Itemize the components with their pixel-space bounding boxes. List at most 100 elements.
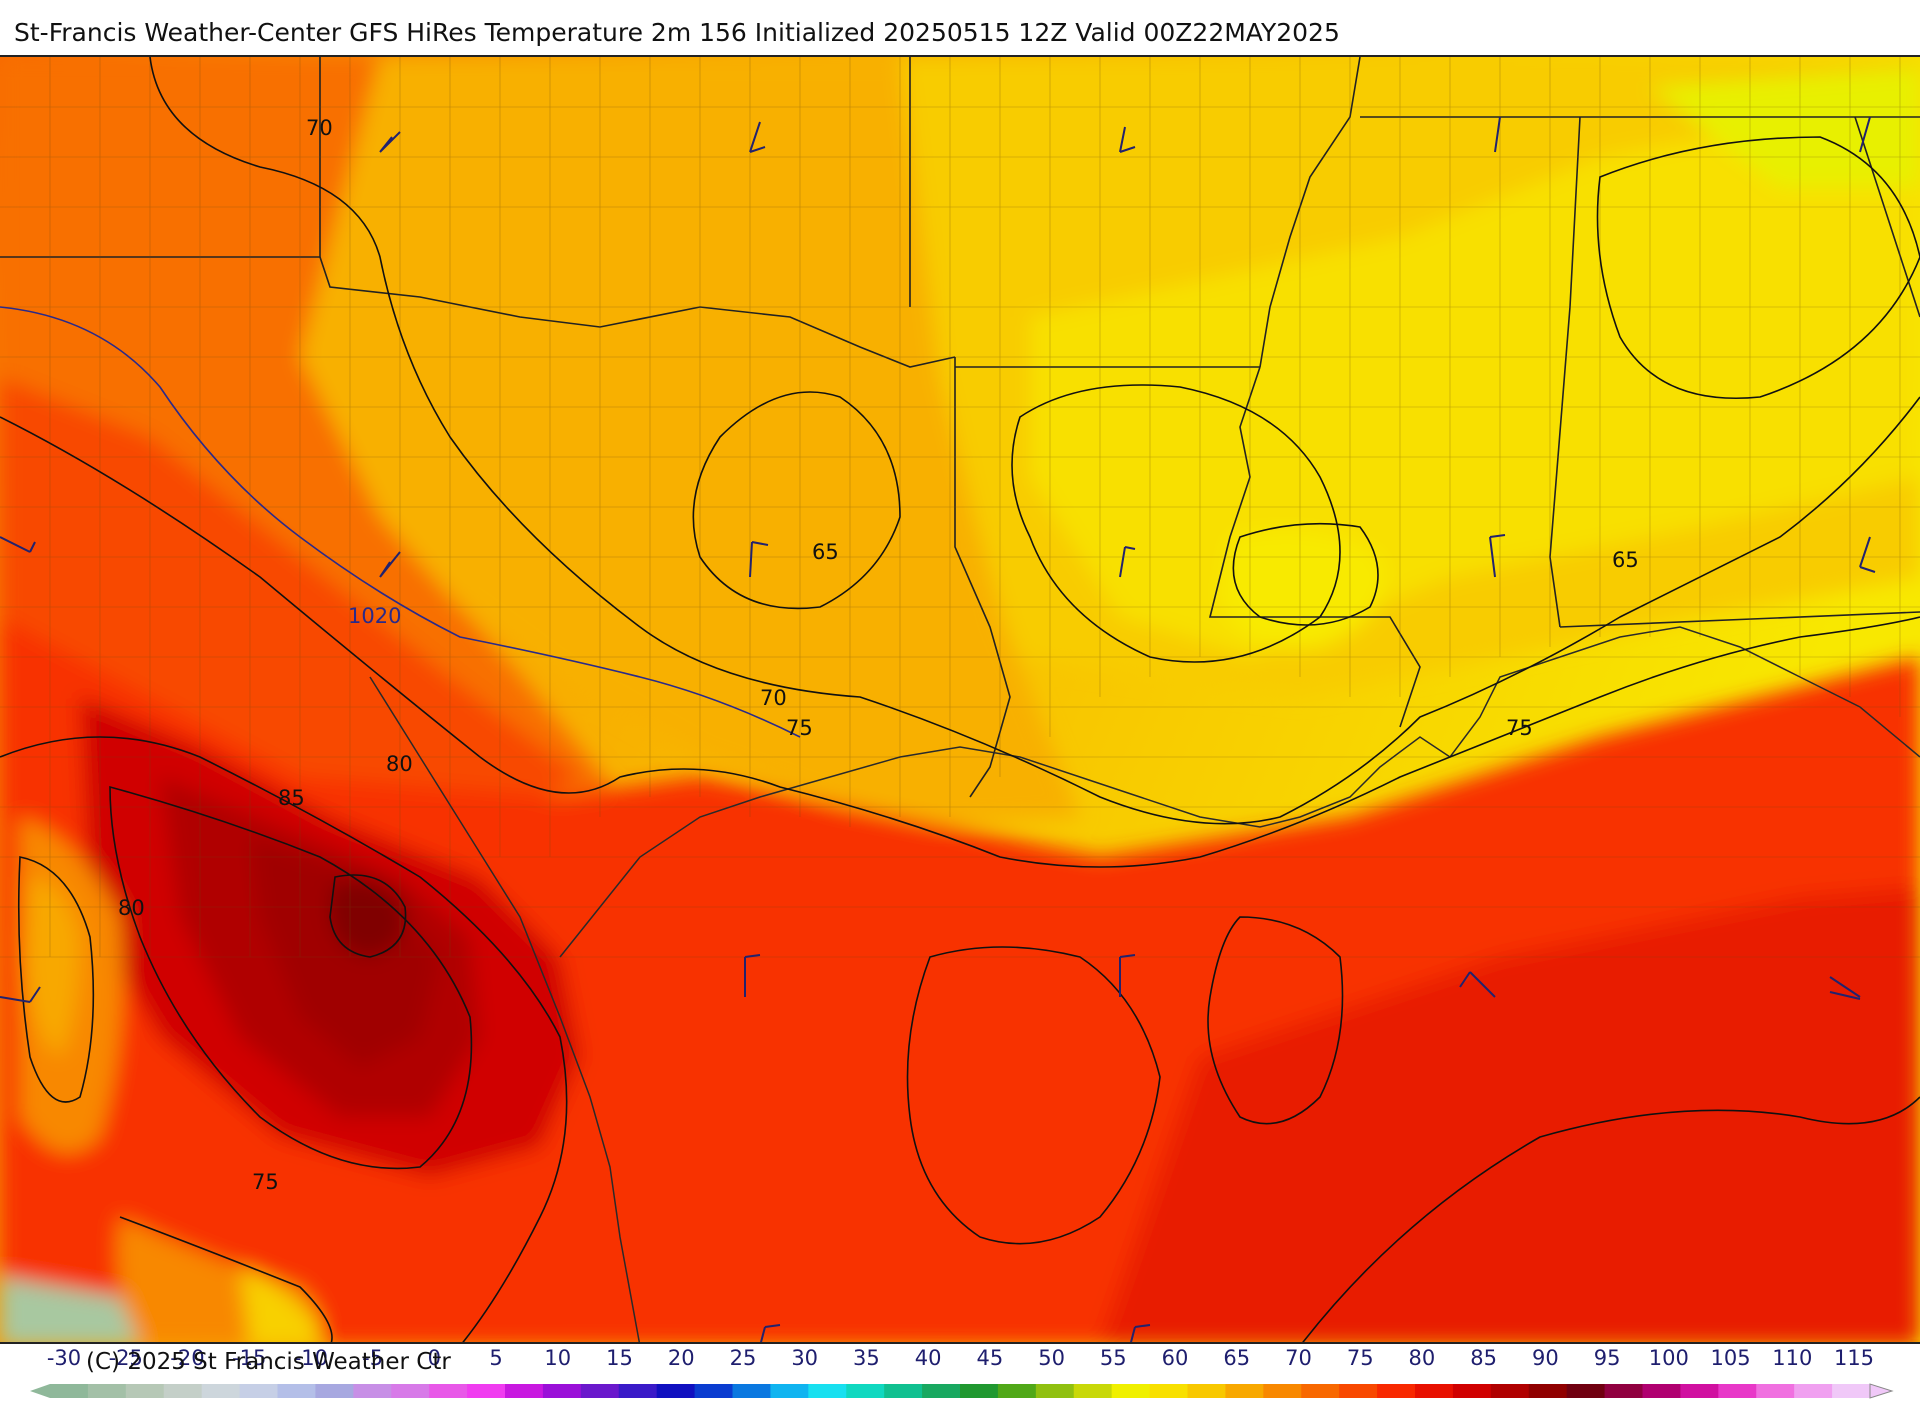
- colorbar-swatch: [163, 1384, 203, 1398]
- colorbar-tick-label: -10: [293, 1346, 329, 1370]
- colorbar-tick-label: -25: [108, 1346, 143, 1370]
- colorbar-tick-label: -15: [232, 1346, 267, 1370]
- contour-label-65-georgia: 65: [1612, 548, 1639, 572]
- copyright-text: (C) 2025 St Francis Weather Ctr: [86, 1349, 451, 1375]
- colorbar-swatch: [505, 1384, 544, 1398]
- wind-barbs: [0, 116, 1876, 1342]
- colorbar-swatch: [1339, 1384, 1378, 1398]
- colorbar-swatch: [1149, 1384, 1188, 1398]
- contour-label-75-coast: 75: [786, 716, 813, 740]
- colorbar-high-arrow: [1869, 1383, 1894, 1399]
- colorbar-swatch: [1377, 1384, 1416, 1398]
- colorbar-tick-label: 65: [1223, 1346, 1251, 1370]
- colorbar-swatch: [1452, 1384, 1492, 1398]
- colorbar-swatch: [694, 1384, 733, 1398]
- isobar-1020: [0, 306, 801, 738]
- colorbar-tick-label: 25: [729, 1346, 757, 1370]
- colorbar-swatch: [467, 1384, 506, 1398]
- contour-label-70-north: 70: [306, 116, 333, 140]
- colorbar-swatch: [1263, 1384, 1302, 1398]
- colorbar-swatch: [125, 1384, 165, 1398]
- colorbar-tick-label: 10: [544, 1346, 572, 1370]
- colorbar-tick-label: 100: [1648, 1346, 1689, 1370]
- contour-label-70-coast: 70: [760, 686, 787, 710]
- colorbar-swatch: [1528, 1384, 1568, 1398]
- colorbar-tick-label: 15: [606, 1346, 633, 1370]
- contour-label-75-florida: 75: [1506, 716, 1533, 740]
- colorbar-swatch: [1187, 1384, 1226, 1398]
- colorbar-swatch: [618, 1384, 658, 1398]
- colorbar-swatch: [1301, 1384, 1340, 1398]
- colorbar-swatch: [922, 1384, 961, 1398]
- colorbar-swatch: [50, 1384, 89, 1398]
- colorbar-swatch: [239, 1384, 278, 1398]
- gulf-coastline: [369, 626, 1920, 1342]
- colorbar-tick-label: 95: [1593, 1346, 1621, 1370]
- colorbar: [0, 1344, 1920, 1400]
- colorbar-swatch: [997, 1384, 1037, 1398]
- colorbar-tick-label: 80: [1408, 1346, 1436, 1370]
- colorbar-tick-label: 30: [791, 1346, 819, 1370]
- colorbar-swatch: [353, 1384, 392, 1398]
- colorbar-low-arrow: [30, 1384, 50, 1398]
- contour-label-65-east-texas: 65: [812, 540, 839, 564]
- colorbar-swatch: [429, 1384, 468, 1398]
- colorbar-swatch: [1756, 1384, 1795, 1398]
- colorbar-tick-label: 45: [976, 1346, 1004, 1370]
- colorbar-tick-label: 75: [1346, 1346, 1374, 1370]
- colorbar-tick-label: 35: [853, 1346, 880, 1370]
- colorbar-swatch: [656, 1384, 696, 1398]
- colorbar-tick-label: 55: [1099, 1346, 1127, 1370]
- colorbar-swatch: [87, 1384, 127, 1398]
- colorbar-tick-label: 105: [1710, 1346, 1751, 1370]
- colorbar-swatch: [808, 1384, 847, 1398]
- contour-label-75-mexico: 75: [252, 1170, 279, 1194]
- colorbar-swatch: [1035, 1384, 1075, 1398]
- contour-label-80-central-texas: 80: [386, 752, 413, 776]
- colorbar-tick-label: 70: [1285, 1346, 1312, 1370]
- colorbar-tick-label: 60: [1161, 1346, 1189, 1370]
- colorbar-tick-label: 5: [489, 1346, 503, 1370]
- colorbar-swatch: [277, 1384, 316, 1398]
- colorbar-swatch: [201, 1384, 241, 1398]
- colorbar-tick-label: 20: [667, 1346, 695, 1370]
- county-lines: [0, 57, 1920, 958]
- temperature-map: 70 65 65 70 75 75 80 85 80 75 1020: [0, 55, 1920, 1344]
- temperature-contours: [0, 57, 1920, 1342]
- colorbar-swatch: [884, 1384, 923, 1398]
- colorbar-swatch: [1642, 1384, 1681, 1398]
- colorbar-swatch: [1073, 1384, 1113, 1398]
- colorbar-swatch: [580, 1384, 620, 1398]
- colorbar-swatch: [1490, 1384, 1530, 1398]
- colorbar-swatch: [542, 1384, 582, 1398]
- colorbar-swatch: [846, 1384, 885, 1398]
- state-borders: [0, 57, 1920, 798]
- isobar-label-1020: 1020: [348, 604, 401, 628]
- colorbar-swatch: [1718, 1384, 1757, 1398]
- contour-label-85-central-texas: 85: [278, 786, 305, 810]
- colorbar-swatch: [391, 1384, 430, 1398]
- colorbar-swatch: [1604, 1384, 1643, 1398]
- colorbar-tick-label: -20: [170, 1346, 205, 1370]
- colorbar-tick-label: -30: [46, 1346, 82, 1370]
- colorbar-swatch: [1794, 1384, 1833, 1398]
- colorbar-tick-label: 115: [1833, 1346, 1875, 1370]
- colorbar-swatch: [770, 1384, 809, 1398]
- colorbar-swatch: [1111, 1384, 1151, 1398]
- colorbar-swatch: [1415, 1384, 1454, 1398]
- colorbar-tick-label: 90: [1532, 1346, 1559, 1370]
- colorbar-swatch: [732, 1384, 771, 1398]
- colorbar-tick-label: 110: [1772, 1346, 1813, 1370]
- colorbar-tick-label: 85: [1470, 1346, 1498, 1370]
- colorbar-tick-label: 50: [1038, 1346, 1065, 1370]
- colorbar-swatch: [1832, 1384, 1871, 1398]
- colorbar-swatch: [1225, 1384, 1264, 1398]
- colorbar-tick-label: 0: [427, 1346, 442, 1370]
- contour-label-80-mexico: 80: [118, 896, 145, 920]
- colorbar-swatch: [960, 1384, 999, 1398]
- colorbar-tick-label: 40: [914, 1346, 942, 1370]
- colorbar-swatch: [315, 1384, 354, 1398]
- colorbar-swatch: [1680, 1384, 1719, 1398]
- colorbar-swatch: [1566, 1384, 1606, 1398]
- temperature-shading: [0, 57, 1920, 1342]
